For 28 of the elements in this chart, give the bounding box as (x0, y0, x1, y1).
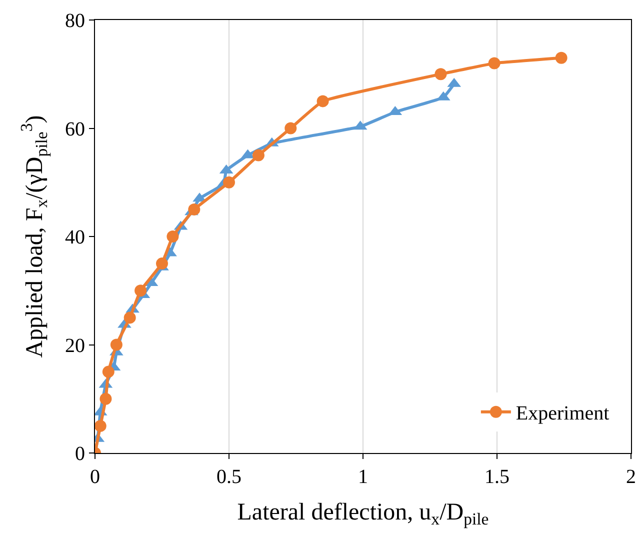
point (434, 68, 447, 80)
x-tick-label: 2 (626, 466, 636, 488)
point (166, 230, 179, 242)
y-tick-label: 40 (65, 226, 85, 248)
x-tick-label: 0 (90, 466, 100, 488)
point (223, 176, 235, 188)
y-tick-label: 60 (65, 118, 85, 140)
x-tick-label: 1.5 (484, 466, 510, 488)
y-tick-label: 0 (75, 443, 85, 465)
x-tick-label: 1 (358, 466, 368, 488)
y-tick-label: 80 (65, 10, 85, 32)
point (488, 57, 500, 70)
point (252, 149, 264, 162)
x-axis-title: Lateral deflection, u$_{x}$/D$_{pile}$ (237, 499, 489, 528)
point (100, 392, 112, 405)
point (156, 258, 168, 270)
point (124, 312, 136, 324)
point (188, 203, 200, 216)
point (284, 122, 297, 134)
legend-label: Experiment (516, 402, 610, 425)
point (555, 52, 568, 64)
x-tick-label: 0.5 (216, 466, 242, 488)
point (102, 366, 114, 378)
y-tick-label: 20 (65, 334, 85, 357)
point (316, 95, 329, 108)
point (95, 420, 106, 432)
point (110, 338, 122, 351)
point (134, 284, 147, 297)
